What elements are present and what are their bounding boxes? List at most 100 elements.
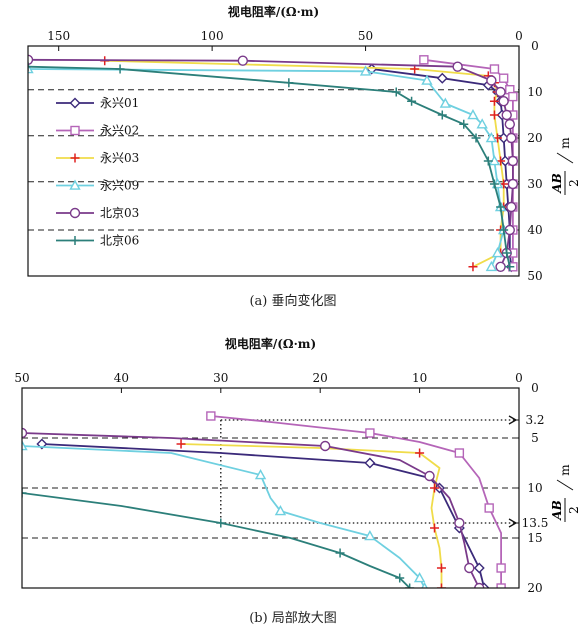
panel-b-y-label-slash [556,479,574,491]
panel-a-legend-marker-5 [69,207,81,219]
panel-b-series-5-point [474,582,485,588]
panel-a-series-6-point [459,119,469,129]
panel-a-y-tick-label: 0 [531,39,539,53]
panel-a-series-4-point [476,118,488,129]
panel-b-series-line-3 [180,443,443,588]
panel-b-series-5-point [464,562,475,574]
panel-b-series-line-1 [41,443,486,588]
panel-a-y-tick-label: 20 [527,131,542,145]
panel-a-series-5-point [28,54,34,65]
caption-a: (a) 垂向变化图 [249,294,337,309]
panel-a-x-axis-title: 视电阻率/(Ω·m) [228,4,319,19]
panel-a-x-tick-label: 50 [358,29,373,43]
panel-b-series-6-point [216,518,226,528]
panel-a-x-tick-label: 0 [515,29,523,43]
panel-a-series-4-point [467,109,479,120]
panel-b-series-1-point [364,457,376,469]
panel-b-series-line-5 [22,432,481,588]
panel-b-series-3-point [430,483,440,493]
panel-a-series-6-point [115,64,125,74]
panel-b-series-4-point [364,530,376,541]
panel-a-series-6-point [483,156,493,166]
panel-a-series-4-point [421,74,433,85]
panel-b-x-tick-label: 0 [515,371,523,385]
panel-b-x-tick-label: 30 [213,371,228,385]
panel-a-legend-marker-4 [69,179,81,190]
panel-a-series-5-point [501,109,512,121]
panel-a-series-1-point [436,72,448,84]
panel-b-series-2-point [496,563,506,573]
panel-b-series-2-point [206,411,216,421]
panel-a-series-6-point [505,262,515,272]
panel-a-legend-marker-1 [69,97,81,109]
panel-a-x-tick-label: 100 [201,29,224,43]
panel-a-series-5-point [495,261,506,272]
panel-a-y-label-unit: m [558,137,572,149]
panel-b-series-2-point [496,583,506,588]
panel-b-series-6-point [335,548,345,558]
panel-b-x-axis-title: 视电阻率/(Ω·m) [225,336,316,351]
panel-b-series-3-point [436,583,446,588]
panel-b-series-5-point [454,517,465,529]
panel-b-y-tick-label: 10 [527,481,542,495]
panel-b-x-tick-label: 50 [14,371,29,385]
panel-b-series-6-point [22,488,27,498]
caption-b: (b) 局部放大图 [249,611,337,626]
panel-a-x-tick-label: 150 [47,29,70,43]
panel-b-series-4-point [254,469,267,480]
panel-b-x-tick-label: 20 [313,371,328,385]
panel-a-legend-label-5: 北京03 [100,206,139,220]
panel-a-y-axis-title: AB 2 m [550,137,581,195]
panel-b-y-tick-label: 15 [527,531,542,545]
panel-b-series-line-6 [22,492,411,588]
panel-a-series-line-3 [104,59,505,268]
panel-b-y-label-numerator: AB [550,500,564,520]
panel-a-series-2-point [489,64,500,74]
panel-a-series-3-point [489,110,499,120]
panel-a-legend-label-4: 永兴09 [100,179,139,193]
panel-a-series-6-point [437,110,447,120]
panel-a-series-4-point [485,260,498,272]
panel-b-x-tick-label: 40 [114,371,129,385]
panel-b-series-line-4 [22,445,426,588]
panel-b-series-2-point [484,503,494,513]
panel-a-y-tick-label: 50 [527,269,542,283]
panel-a-plot-area [28,54,519,273]
panel-b-series-1-point [473,562,485,574]
panel-a-y-label-numerator: AB [550,173,564,193]
panel-a-series-4-point [439,97,452,108]
panel-a-legend-marker-3 [70,153,80,163]
panel-b-x-tick-label: 10 [412,371,427,385]
panel-b-series-3-point [430,523,440,533]
panel-b-series-4-point [22,440,28,451]
panel-b-series-3-point [415,448,425,458]
panel-a-series-6-point [407,96,417,106]
panel-a-series-5-point [504,118,515,130]
panel-a-y-label-denominator: 2 [567,179,581,187]
panel-a-series-5-point [507,155,519,167]
panel-b-plot-frame [21,387,520,589]
panel-a-y-tick-label: 40 [527,223,542,237]
panel-b-y-axis-title: AB 2 m [550,464,581,522]
panel-a-series-3-point [489,96,499,106]
panel-a-plot-frame [27,45,520,277]
panel-b-series-4-point [413,572,426,583]
panel-b-series-5-point [22,427,28,439]
panel-a-legend-label-2: 永兴02 [100,124,139,138]
panel-a-y-tick-label: 10 [527,85,542,99]
panel-a-y-label-slash [556,152,574,164]
panel-a-series-6-point [499,225,509,235]
panel-b-y-tick-label: 0 [531,381,539,395]
panel-b-series-6-point [395,573,405,583]
panel-b-y-tick-label: 3.2 [525,413,544,427]
panel-a-series-6-point [496,202,506,212]
panel-b-y-tick-label: 20 [527,581,542,595]
panel-a-series-6-point [284,78,294,88]
panel-a-series-5-point [452,61,463,72]
panel-b-series-4-point [274,505,287,516]
panel-a-series-6-point [489,179,499,189]
panel-a-series-6-point [391,87,401,97]
panel-a-series-6-point [471,133,481,143]
panel-a-series-5-point [237,55,249,66]
